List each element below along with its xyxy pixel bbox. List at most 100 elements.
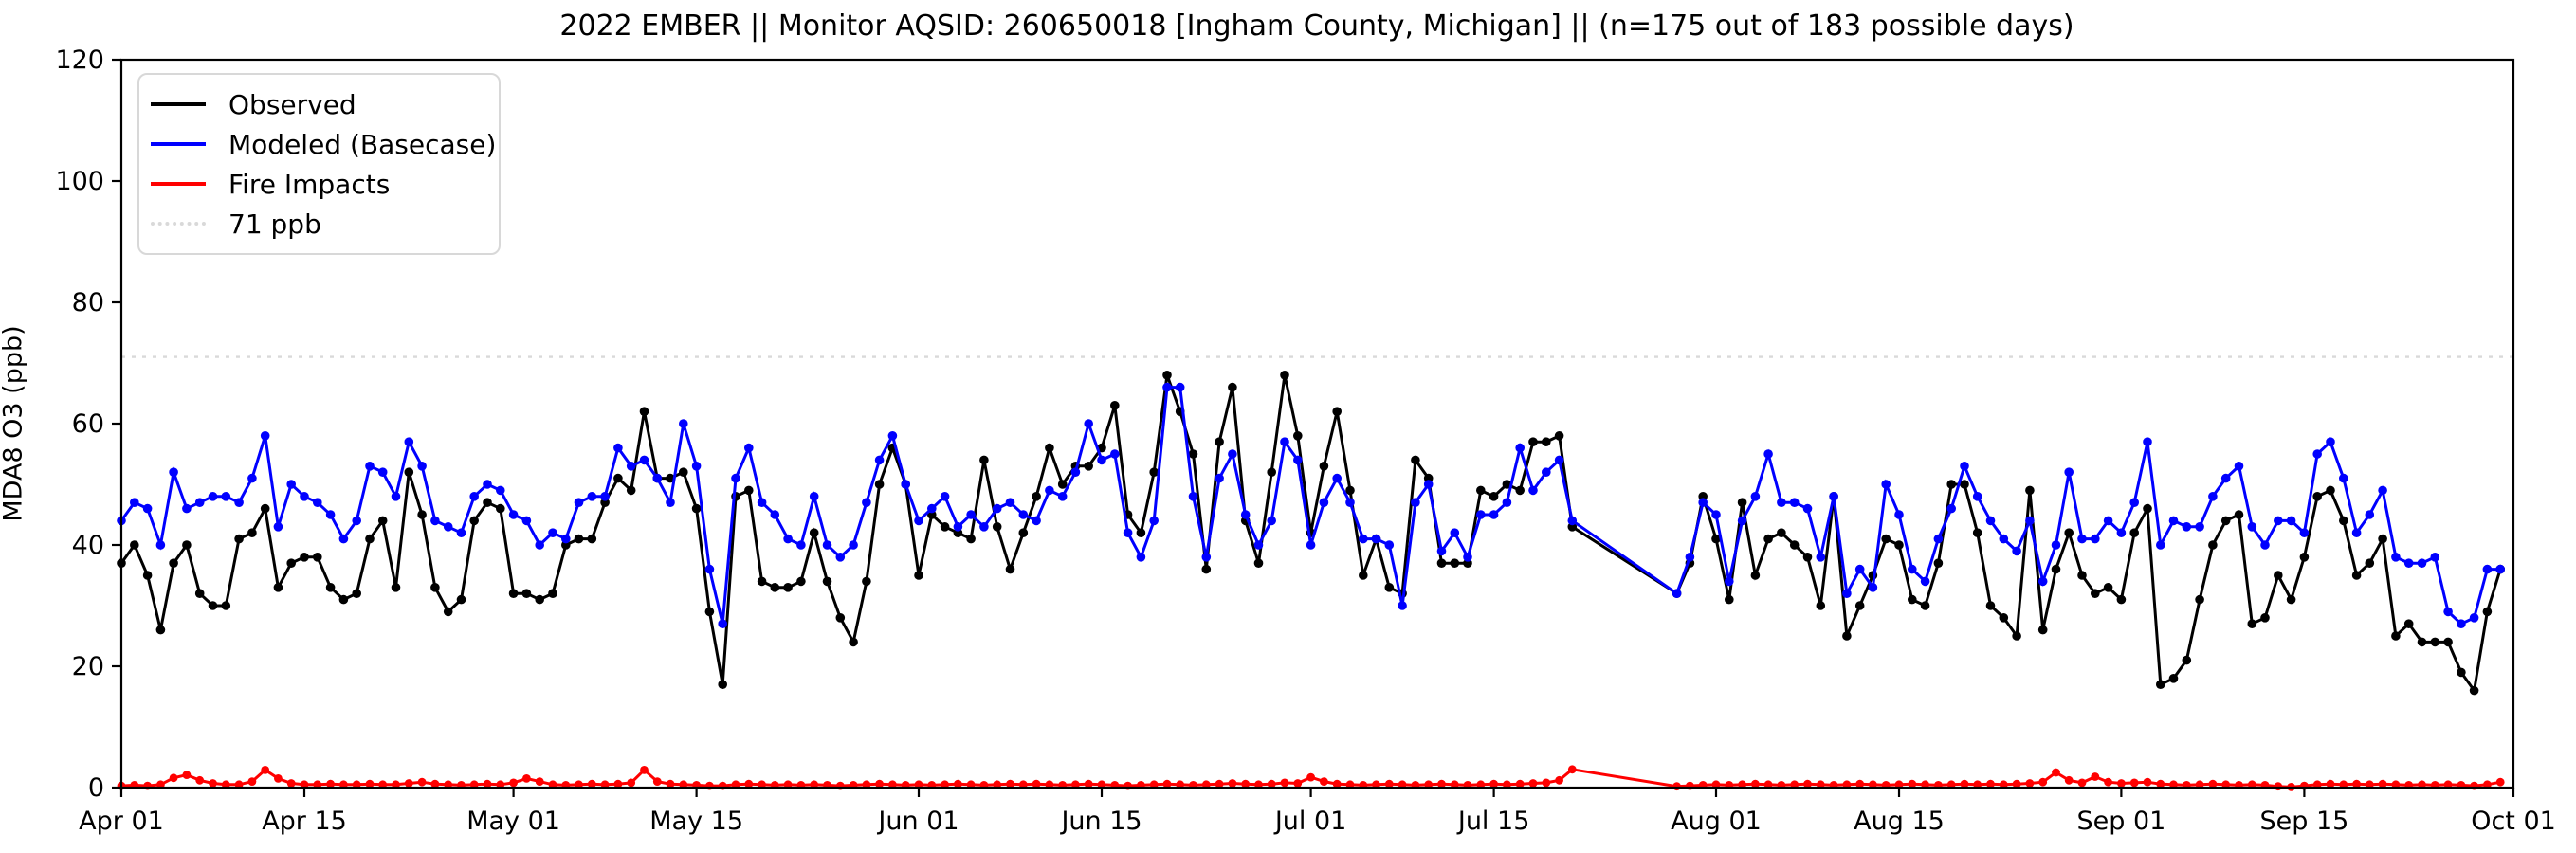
data-point [2234, 510, 2244, 519]
data-point [2469, 613, 2479, 623]
data-point [1829, 492, 1838, 501]
data-point [2378, 534, 2387, 544]
data-point [2077, 571, 2087, 580]
data-point [1215, 437, 1224, 447]
data-point [639, 455, 649, 465]
data-point [1476, 510, 1486, 519]
data-point [313, 553, 322, 562]
data-point [1868, 583, 1878, 592]
y-tick-label: 60 [72, 409, 104, 439]
data-point [1698, 498, 1708, 507]
data-point [338, 594, 349, 605]
data-point [966, 534, 976, 544]
data-point [1894, 510, 1904, 519]
data-point [1018, 510, 1029, 519]
data-point [1319, 498, 1329, 507]
data-point [260, 503, 270, 514]
data-point [2469, 685, 2479, 696]
x-tick-label: May 15 [649, 807, 743, 836]
data-point [443, 522, 453, 532]
data-point [2299, 528, 2310, 537]
data-point [352, 516, 362, 526]
data-point [377, 467, 388, 478]
data-point [1057, 480, 1068, 489]
data-point [326, 779, 335, 789]
data-point [2064, 467, 2074, 478]
data-point [613, 443, 623, 453]
data-point [1960, 779, 1969, 789]
data-point [1293, 455, 1303, 465]
data-point [1725, 576, 1734, 587]
x-tick-label: May 01 [466, 807, 560, 836]
data-point [338, 534, 349, 544]
data-point [2247, 522, 2257, 532]
data-point [2391, 553, 2401, 562]
legend-label: Observed [228, 88, 356, 120]
legend-label: 71 ppb [228, 208, 321, 240]
data-point [1933, 558, 1944, 568]
data-point [1005, 564, 1015, 574]
data-point [1162, 371, 1172, 380]
data-point [1332, 779, 1342, 789]
data-point [704, 607, 715, 617]
legend-item: Modeled (Basecase) [151, 124, 496, 164]
data-point [1398, 601, 1407, 610]
data-point [2116, 594, 2127, 605]
data-point [574, 534, 584, 544]
data-point [835, 553, 846, 562]
data-point [2482, 607, 2493, 617]
data-point [1149, 516, 1159, 526]
data-point [1110, 449, 1120, 459]
data-point [1032, 779, 1041, 789]
chart-title: 2022 EMBER || Monitor AQSID: 260650018 [… [559, 9, 2074, 43]
data-point [2443, 607, 2453, 617]
x-tick-label: Oct 01 [2471, 807, 2556, 836]
data-point [1763, 449, 1773, 459]
data-point [979, 455, 989, 465]
data-point [1057, 492, 1068, 501]
data-point [404, 467, 414, 478]
data-point [2312, 492, 2322, 501]
data-point [430, 516, 440, 526]
legend-line-sample [151, 102, 206, 106]
data-point [874, 480, 885, 489]
data-point [1032, 516, 1041, 526]
data-point [1672, 589, 1682, 598]
data-point [1384, 540, 1395, 550]
data-point [430, 583, 440, 592]
data-point [2339, 516, 2348, 526]
data-point [640, 766, 649, 774]
data-point [1933, 534, 1944, 544]
data-point [483, 480, 492, 489]
data-point [1006, 779, 1014, 789]
data-point [1816, 601, 1826, 610]
data-point [1528, 779, 1538, 788]
data-point [1149, 467, 1159, 478]
data-point [1293, 431, 1303, 441]
x-tick-label: Jun 01 [876, 807, 959, 836]
data-point [1201, 564, 1212, 574]
data-point [796, 540, 806, 550]
data-point [365, 462, 375, 471]
data-point [1777, 498, 1786, 507]
data-point [679, 419, 688, 428]
data-point [1450, 558, 1460, 568]
data-point [2220, 473, 2231, 483]
data-point [182, 503, 192, 514]
data-point [2117, 779, 2126, 788]
data-point [404, 779, 413, 788]
data-point [300, 492, 309, 501]
data-point [561, 534, 571, 544]
data-point [626, 462, 636, 471]
data-point [574, 498, 584, 507]
data-point [1228, 779, 1237, 788]
data-point [927, 503, 937, 514]
data-point [887, 431, 898, 441]
data-point [1280, 437, 1289, 447]
data-point [221, 492, 231, 501]
data-point [1476, 485, 1486, 496]
data-point [652, 473, 663, 483]
data-point [2417, 558, 2427, 568]
data-point [325, 510, 336, 519]
data-point [2391, 631, 2401, 641]
